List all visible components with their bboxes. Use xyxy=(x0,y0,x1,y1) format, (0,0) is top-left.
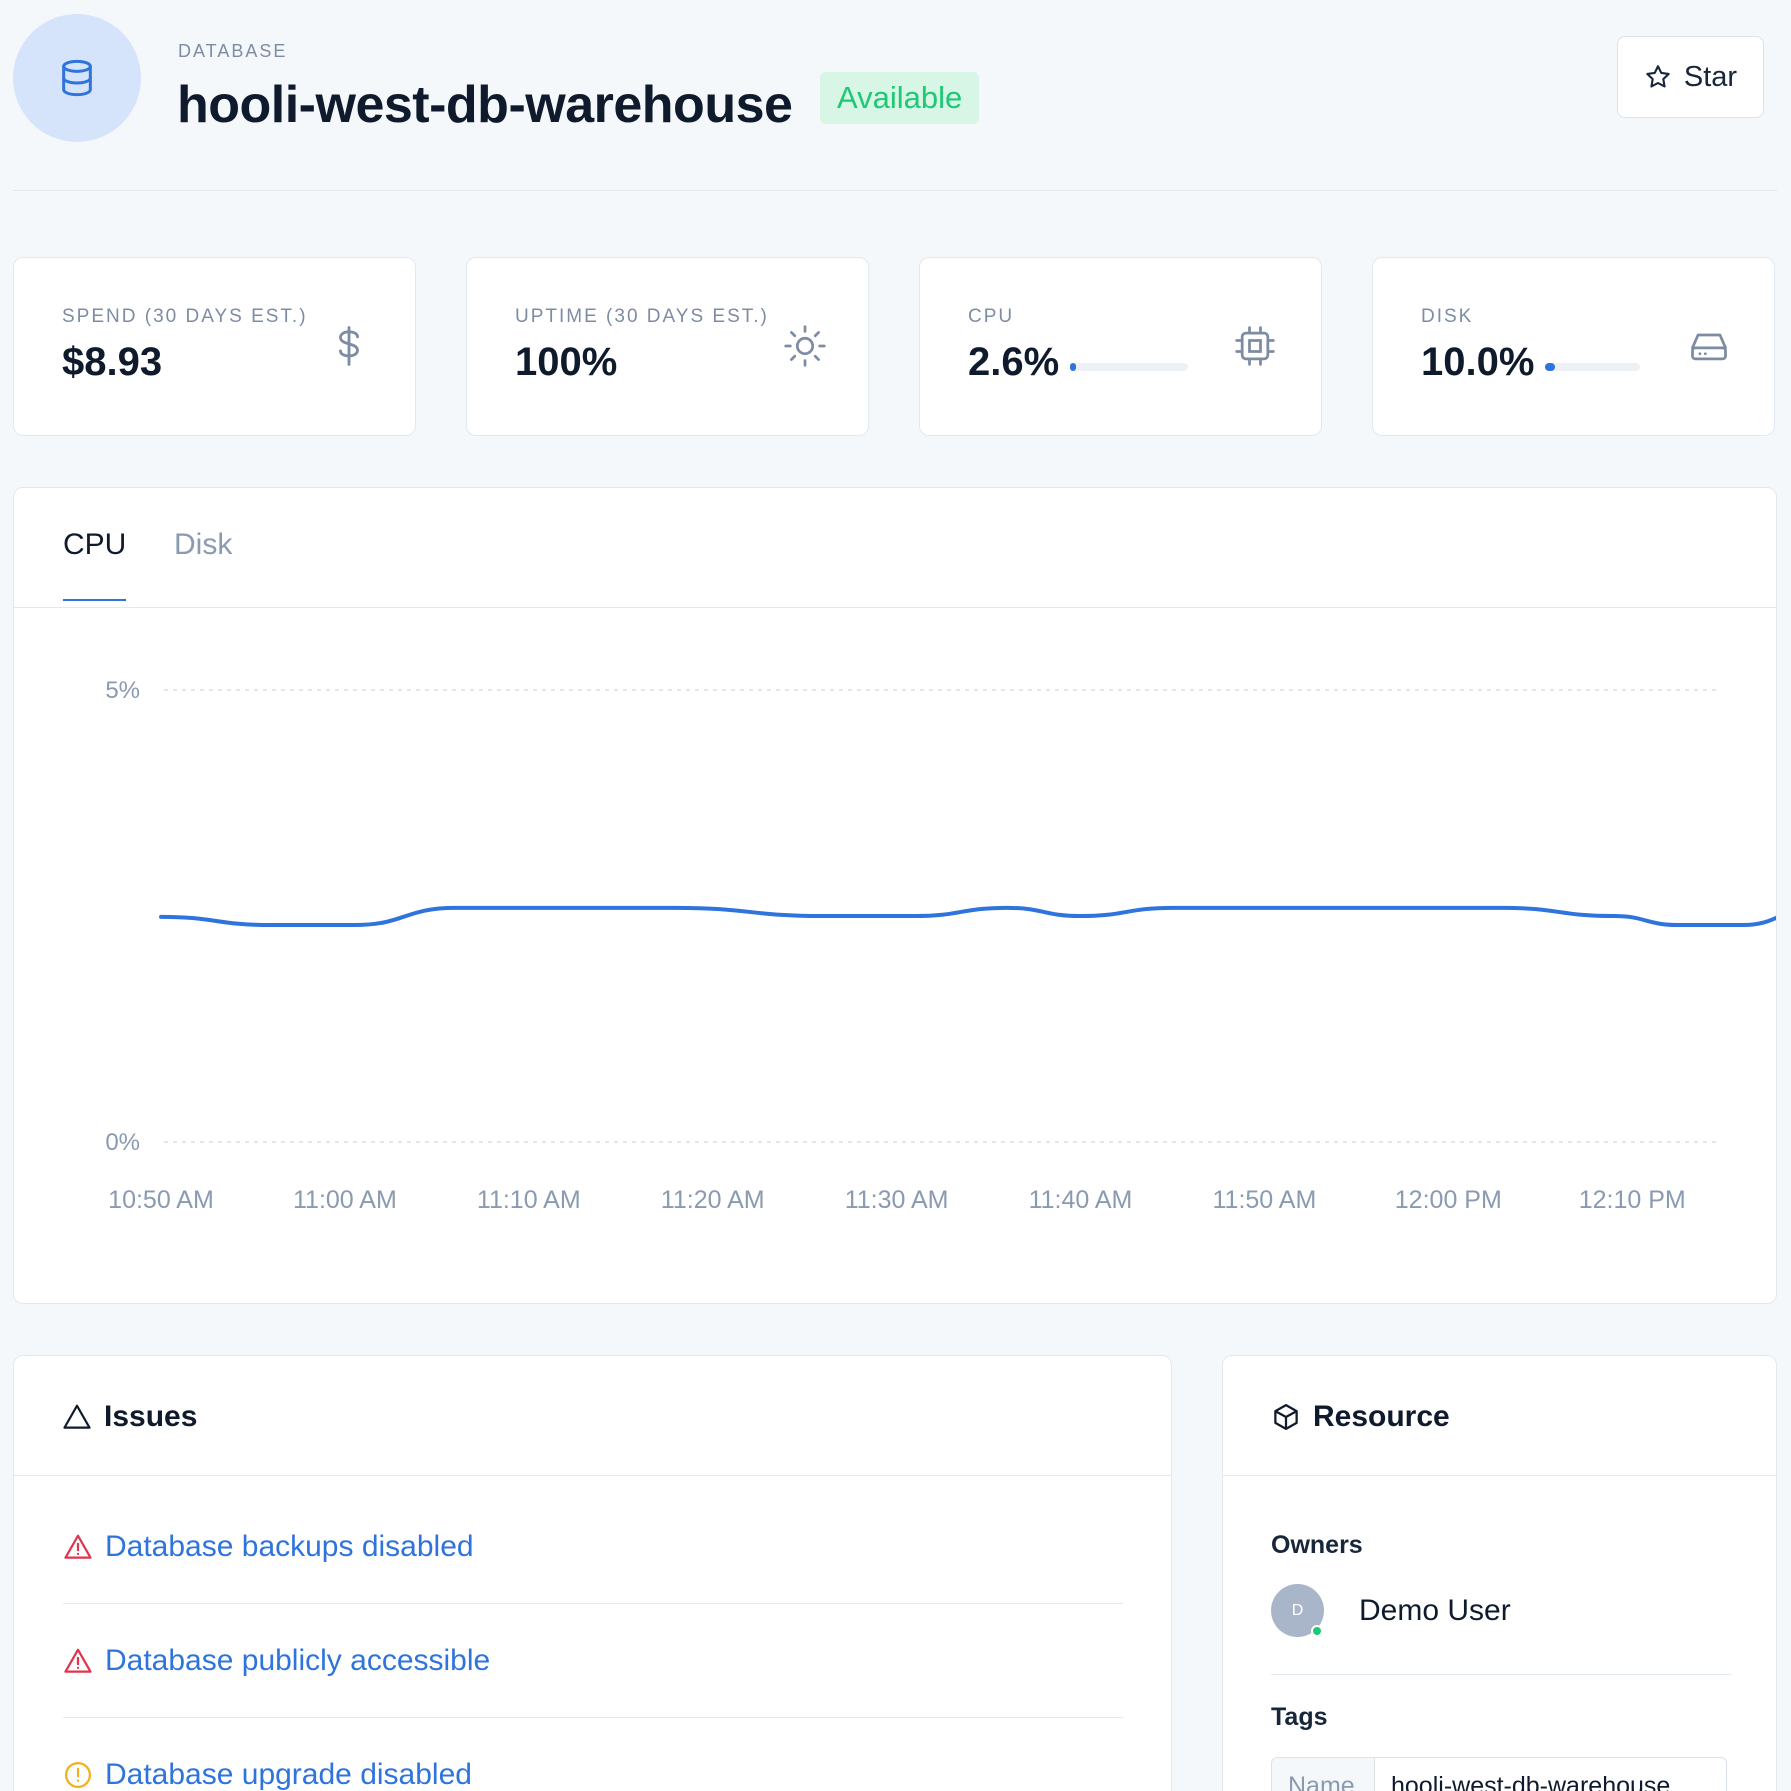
issue-label: Database upgrade disabled xyxy=(105,1758,472,1791)
cpu-usage-meter-fill xyxy=(1070,363,1076,371)
owners-label: Owners xyxy=(1271,1531,1363,1559)
stat-label: SPEND (30 DAYS EST.) xyxy=(62,306,308,327)
online-status-dot xyxy=(1311,1625,1323,1637)
spend-stat-card: SPEND (30 DAYS EST.) $8.93 xyxy=(13,257,416,436)
metrics-chart-card: CPU Disk 5% 0% 10:50 AM 11:00 AM 11:10 AM 11:… xyxy=(13,487,1777,1304)
resource-panel: Resource Owners D Demo User Tags Name ho… xyxy=(1222,1355,1777,1791)
stat-value: 10.0% xyxy=(1421,340,1535,384)
warning-circle-icon xyxy=(65,1762,91,1788)
metrics-tabs: CPU Disk xyxy=(14,488,1776,608)
alert-triangle-icon xyxy=(63,1404,91,1429)
issue-label: Database publicly accessible xyxy=(105,1643,491,1677)
status-badge: Available xyxy=(820,72,980,124)
x-tick-label: 11:10 AM xyxy=(477,1186,581,1214)
tag-item[interactable]: Name hooli-west-db-warehouse xyxy=(1271,1757,1727,1791)
stat-value: 2.6% xyxy=(968,340,1060,384)
uptime-stat-card: UPTIME (30 DAYS EST.) 100% xyxy=(466,257,869,436)
star-icon xyxy=(1646,65,1670,88)
warning-triangle-icon xyxy=(64,1534,92,1559)
tab-disk[interactable]: Disk xyxy=(174,528,233,561)
tag-key: Name xyxy=(1272,1758,1375,1791)
cpu-usage-meter xyxy=(1070,363,1188,371)
dollar-icon xyxy=(332,324,366,373)
owner-row[interactable]: D Demo User xyxy=(1271,1584,1731,1675)
database-icon xyxy=(62,59,92,97)
stat-value: 100% xyxy=(515,340,618,384)
page-header: DATABASE hooli-west-db-warehouse Availab… xyxy=(13,13,1777,191)
stat-label: CPU xyxy=(968,306,1015,327)
resource-type-label: DATABASE xyxy=(178,41,288,61)
issue-link-public-access[interactable]: Database publicly accessible xyxy=(63,1604,1123,1718)
y-tick-label: 0% xyxy=(105,1129,140,1156)
cpu-chip-icon xyxy=(1233,324,1277,373)
star-button[interactable]: Star xyxy=(1617,36,1764,118)
x-tick-label: 12:00 PM xyxy=(1395,1186,1502,1214)
cpu-line-chart: 5% 0% 10:50 AM 11:00 AM 11:10 AM 11:20 AM 11:3… xyxy=(105,677,1776,1214)
x-tick-label: 12:10 PM xyxy=(1579,1186,1686,1214)
resource-panel-title: Resource xyxy=(1313,1400,1450,1433)
stat-label: UPTIME (30 DAYS EST.) xyxy=(515,306,769,327)
stat-value: $8.93 xyxy=(62,340,163,384)
x-tick-label: 11:30 AM xyxy=(845,1186,949,1214)
disk-stat-card: DISK 10.0% xyxy=(1372,257,1775,436)
issues-panel-title: Issues xyxy=(104,1400,198,1433)
issue-link-backups[interactable]: Database backups disabled xyxy=(63,1490,1123,1604)
cpu-series-line xyxy=(159,905,1776,928)
issues-panel: Issues Database backups disabled Databas… xyxy=(13,1355,1172,1791)
x-tick-label: 11:20 AM xyxy=(661,1186,765,1214)
warning-triangle-icon xyxy=(64,1648,92,1673)
tag-value: hooli-west-db-warehouse xyxy=(1391,1772,1671,1791)
disk-usage-meter-fill xyxy=(1545,363,1555,371)
tags-label: Tags xyxy=(1271,1703,1328,1731)
database-avatar xyxy=(13,14,141,142)
disk-usage-meter xyxy=(1545,363,1640,371)
issue-link-upgrade[interactable]: Database upgrade disabled xyxy=(63,1718,1123,1791)
star-button-label: Star xyxy=(1683,60,1738,93)
x-tick-label: 11:00 AM xyxy=(293,1186,397,1214)
sun-icon xyxy=(783,324,827,373)
y-tick-label: 5% xyxy=(105,677,140,704)
cube-icon xyxy=(1274,1404,1298,1430)
tab-cpu[interactable]: CPU xyxy=(63,528,127,601)
x-tick-label: 11:40 AM xyxy=(1029,1186,1133,1214)
issues-panel-header: Issues xyxy=(14,1356,1171,1476)
hard-drive-icon xyxy=(1687,324,1731,373)
stat-label: DISK xyxy=(1421,306,1474,327)
resource-panel-header: Resource xyxy=(1223,1356,1776,1476)
cpu-stat-card: CPU 2.6% xyxy=(919,257,1322,436)
x-tick-label: 11:50 AM xyxy=(1213,1186,1317,1214)
issue-label: Database backups disabled xyxy=(105,1529,474,1563)
owner-name: Demo User xyxy=(1359,1594,1511,1627)
x-tick-label: 10:50 AM xyxy=(108,1186,214,1214)
page-title: hooli-west-db-warehouse xyxy=(177,76,793,134)
